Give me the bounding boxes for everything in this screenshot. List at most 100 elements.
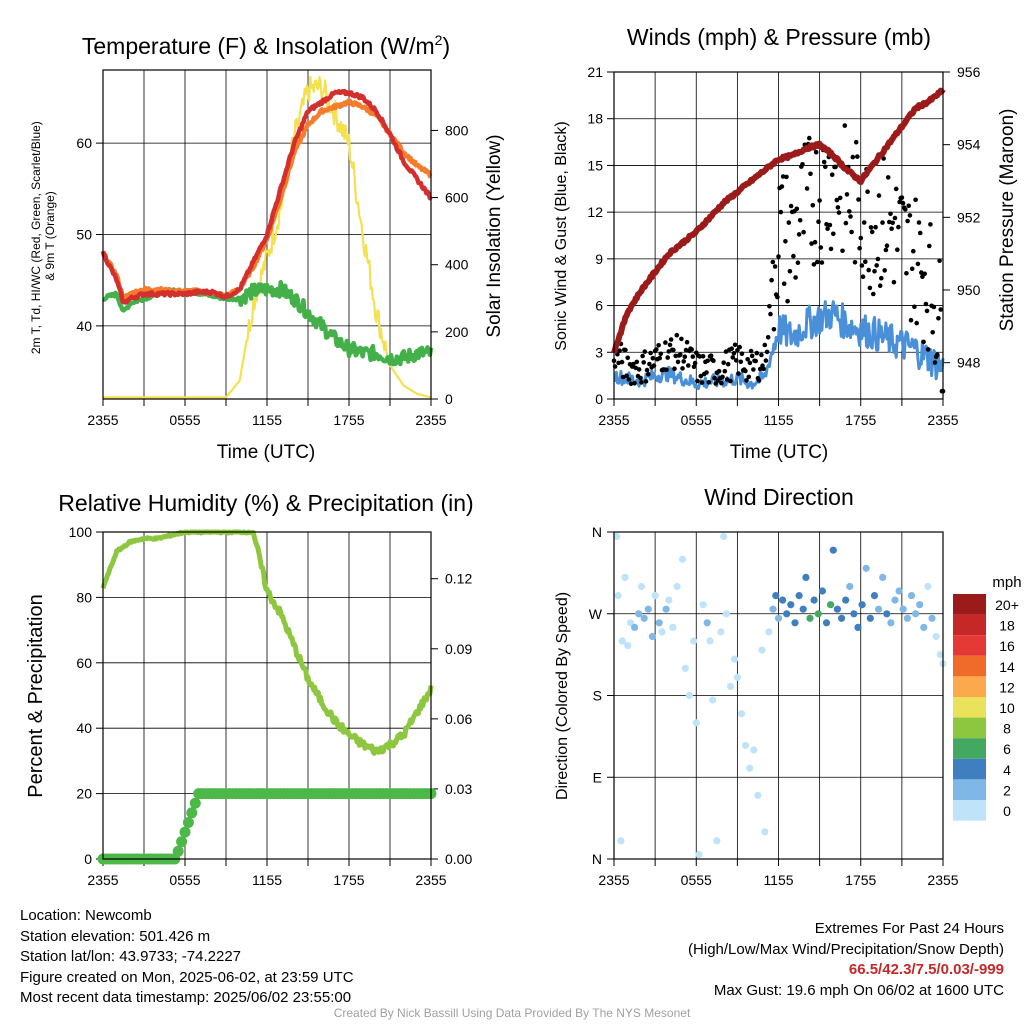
y-tick-label: S: [593, 688, 602, 704]
gust-point: [684, 339, 690, 345]
plot-frame: [613, 71, 944, 400]
y-tick-label: N: [592, 524, 602, 540]
direction-point: [658, 628, 666, 636]
gust-point: [831, 231, 836, 237]
legend-label: 18: [999, 618, 1015, 634]
direction-point: [673, 582, 681, 591]
gust-point: [765, 335, 771, 340]
y-right-tick-label: 400: [445, 257, 469, 273]
gust-point: [733, 358, 739, 363]
gust-point: [930, 330, 935, 335]
y-right-tick-label: 0.12: [445, 571, 472, 587]
gust-point: [937, 258, 942, 264]
gust-point: [852, 260, 858, 265]
gust-point: [823, 164, 828, 170]
gust-point: [761, 366, 766, 372]
y-tick-label: 60: [76, 135, 92, 151]
legend-label: 20+: [995, 597, 1019, 613]
gust-point: [811, 262, 817, 267]
gust-point: [794, 206, 800, 212]
legend-swatch: [953, 738, 986, 759]
gust-point: [708, 353, 714, 359]
gust-point: [861, 220, 867, 225]
direction-point: [827, 601, 835, 609]
direction-point: [891, 596, 899, 604]
gust-point: [912, 304, 917, 310]
gust-point: [850, 154, 856, 160]
gust-point: [762, 342, 768, 348]
direction-point: [614, 592, 622, 600]
direction-point: [783, 610, 791, 618]
gust-point: [835, 205, 841, 210]
gust-point: [668, 337, 674, 342]
gust-point: [829, 172, 835, 177]
gust-point: [877, 283, 883, 289]
gust-point: [735, 348, 740, 353]
gust-point: [757, 366, 763, 372]
gust-point: [664, 367, 669, 373]
gust-point: [914, 320, 919, 326]
gust-point: [770, 259, 776, 265]
gust-point: [725, 361, 731, 367]
direction-point: [717, 628, 725, 636]
x-tick-label: 1755: [845, 412, 876, 428]
gust-point: [784, 174, 789, 180]
gust-point: [769, 277, 774, 283]
winds-panel: Winds (mph) & Pressure (mb) Time (UTC) S…: [553, 24, 1018, 463]
wind-direction-panel-title: Wind Direction: [704, 484, 854, 510]
gust-point: [721, 360, 726, 366]
y-tick-label: 21: [587, 64, 603, 80]
gust-point: [658, 351, 664, 357]
direction-point: [787, 601, 795, 609]
gust-point: [711, 358, 716, 364]
gust-point: [859, 263, 865, 268]
gust-point: [842, 123, 848, 128]
legend-label: 14: [999, 659, 1015, 675]
gust-point: [737, 344, 742, 350]
gust-point: [617, 348, 622, 354]
direction-point: [706, 637, 714, 645]
gust-point: [884, 243, 890, 248]
direction-point: [920, 623, 928, 632]
gust-point: [780, 174, 786, 179]
direction-point: [846, 582, 854, 591]
direction-point: [875, 605, 883, 613]
x-tick-label: 2355: [927, 872, 958, 888]
gust-point: [893, 186, 899, 192]
x-tick-label: 2355: [415, 412, 446, 428]
gust-point: [843, 220, 849, 226]
gust-point: [879, 275, 884, 281]
gust-point: [640, 353, 645, 359]
direction-point: [695, 850, 703, 859]
gust-point: [834, 197, 840, 203]
gust-point: [818, 245, 824, 250]
station-info: Location: Newcomb Station elevation: 501…: [20, 906, 354, 1009]
gust-point: [749, 353, 755, 359]
direction-point: [854, 623, 862, 632]
gust-point: [626, 377, 632, 382]
gust-point: [793, 275, 798, 280]
direction-point: [621, 573, 629, 582]
gust-point: [797, 218, 803, 223]
gust-point: [913, 197, 918, 203]
temperature-panel-xlabel: Time (UTC): [217, 442, 316, 463]
gust-point: [704, 370, 709, 375]
gust-point: [892, 215, 898, 221]
gust-point: [756, 378, 762, 383]
y-tick-label: 20: [76, 786, 92, 802]
gust-point: [796, 232, 802, 237]
gust-point: [821, 159, 827, 165]
series-line-sonic-wind: [613, 300, 945, 391]
gust-point: [663, 340, 668, 345]
winds-panel-ylabel-right: Station Pressure (Maroon): [997, 109, 1018, 332]
direction-point: [799, 605, 807, 613]
gust-point: [642, 349, 648, 354]
gust-point: [786, 220, 792, 225]
legend-swatch: [953, 800, 986, 821]
gust-point: [776, 254, 781, 259]
series-line-2m-t: [100, 88, 433, 305]
gust-point: [907, 213, 913, 218]
gust-point: [644, 367, 650, 373]
direction-point: [618, 637, 626, 645]
gust-point: [748, 348, 754, 354]
